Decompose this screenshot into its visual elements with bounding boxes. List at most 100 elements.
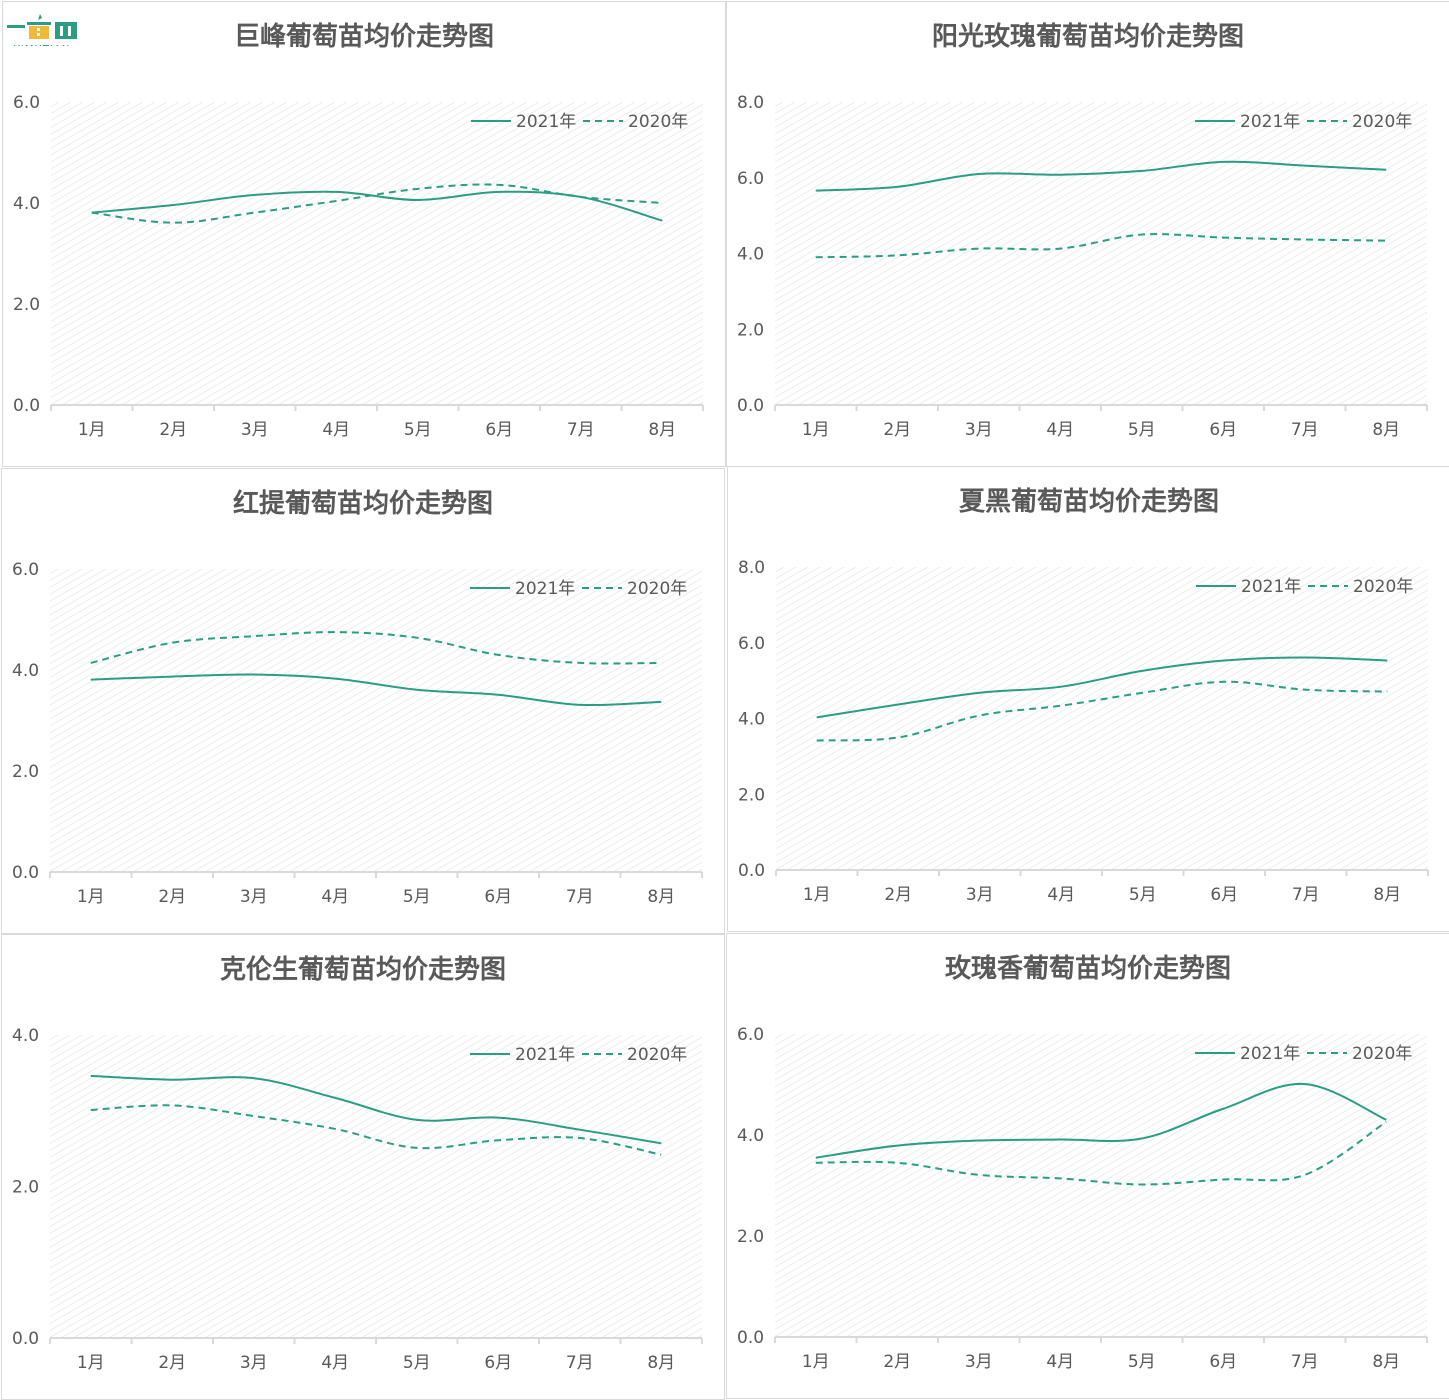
plot-background [776,567,1428,870]
x-tick-label: 7月 [566,887,594,907]
series-line-2021年 [815,1082,1387,1159]
legend-label: 2021年 [515,579,575,599]
y-tick-label: 6.0 [12,560,39,580]
line-chart: 0.0 2.0 4.0 6.0 1月 2月 3月 4月 5月 6月 7月 8月 2021年 2020年 [12,560,703,907]
x-tick-label: 2月 [159,420,187,440]
x-tick-label: 3月 [965,1352,993,1372]
legend-label: 2021年 [1240,112,1300,132]
y-tick-label: 0.0 [13,396,40,416]
x-tick-label: 5月 [1128,420,1156,440]
legend-label: 2021年 [516,112,576,132]
series-line-2021年 [815,160,1387,192]
series-line-2020年 [90,631,662,665]
chart-title: 巨峰葡萄苗均价走势图 [233,22,494,52]
line-chart: 0.0 2.0 4.0 6.0 1月 2月 3月 4月 5月 6月 7月 8月 2021年 2020年 [13,93,704,440]
x-tick-label: 3月 [240,1353,268,1373]
y-tick-label: 0.0 [12,1329,39,1349]
x-tick-label: 2月 [883,1352,911,1372]
x-tick-label: 8月 [647,887,675,907]
plot-background [775,102,1427,405]
chart-title: 克伦生葡萄苗均价走势图 [219,955,506,985]
y-tick-label: 4.0 [737,245,764,265]
legend-label: 2020年 [1352,1044,1412,1064]
x-tick-label: 6月 [1209,1352,1237,1372]
x-tick-label: 1月 [77,887,105,907]
legend-label: 2020年 [1353,577,1413,597]
x-tick-label: 4月 [321,1353,349,1373]
series-line-2020年 [815,233,1387,259]
x-tick-label: 1月 [78,420,106,440]
x-tick-label: 6月 [1209,420,1237,440]
x-tick-label: 5月 [403,887,431,907]
y-tick-label: 2.0 [738,785,765,805]
y-tick-label: 4.0 [738,710,765,730]
x-tick-label: 8月 [1373,885,1401,905]
y-tick-label: 4.0 [737,1126,764,1146]
x-tick-label: 5月 [1129,885,1157,905]
y-tick-label: 2.0 [737,1227,764,1247]
chart-title: 夏黑葡萄苗均价走势图 [958,487,1219,517]
legend-label: 2020年 [628,112,688,132]
line-chart: 0.0 2.0 4.0 1月 2月 3月 4月 5月 6月 7月 8月 2021年 2020年 [12,1026,703,1373]
plot-background [50,1035,702,1338]
x-tick-label: 4月 [1046,420,1074,440]
y-tick-label: 4.0 [12,661,39,681]
legend-label: 2020年 [1352,112,1412,132]
x-tick-label: 2月 [158,1353,186,1373]
x-tick-label: 5月 [1128,1352,1156,1372]
legend-label: 2021年 [515,1045,575,1065]
line-chart: 0.0 2.0 4.0 6.0 1月 2月 3月 4月 5月 6月 7月 8月 2021年 2020年 [737,1025,1428,1372]
x-tick-label: 8月 [1372,420,1400,440]
chart-panel: 0.0 2.0 4.0 1月 2月 3月 4月 5月 6月 7月 8月 2021年 2020年 克伦生葡萄… [1,934,725,1400]
x-tick-label: 1月 [802,420,830,440]
y-tick-label: 8.0 [738,558,765,578]
x-tick-label: 8月 [1372,1352,1400,1372]
x-tick-label: 3月 [966,885,994,905]
series-line-2020年 [91,183,663,224]
x-tick-label: 7月 [567,420,595,440]
chart-title: 红提葡萄苗均价走势图 [232,489,493,519]
x-tick-label: 3月 [965,420,993,440]
plot-background [51,102,703,405]
x-tick-label: 8月 [648,420,676,440]
plot-background [50,569,702,872]
plot-background [775,1034,1427,1337]
y-tick-label: 0.0 [12,863,39,883]
y-tick-label: 2.0 [12,1178,39,1198]
y-tick-label: 6.0 [738,634,765,654]
x-tick-label: 6月 [1210,885,1238,905]
x-tick-label: 5月 [403,1353,431,1373]
chart-panel: 0.0 2.0 4.0 6.0 1月 2月 3月 4月 5月 6月 7月 8月 2021年 2020年 玫瑰… [726,933,1449,1399]
series-line-2021年 [90,1074,662,1145]
y-tick-label: 6.0 [13,93,40,113]
legend-label: 2021年 [1240,1044,1300,1064]
x-tick-label: 3月 [240,887,268,907]
x-tick-label: 2月 [884,885,912,905]
x-tick-label: 4月 [1047,885,1075,905]
chart-title: 玫瑰香葡萄苗均价走势图 [944,954,1231,984]
series-line-2020年 [816,680,1388,742]
y-tick-label: 2.0 [737,320,764,340]
x-tick-label: 4月 [321,887,349,907]
x-tick-label: 7月 [566,1353,594,1373]
x-tick-label: 7月 [1291,1352,1319,1372]
y-tick-label: 6.0 [737,1025,764,1045]
series-line-2020年 [815,1121,1387,1186]
chart-panel: 0.0 2.0 4.0 6.0 1月 2月 3月 4月 5月 6月 7月 8月 2021年 2020年 红提… [1,468,725,934]
y-tick-label: 4.0 [13,194,40,214]
x-tick-label: 1月 [803,885,831,905]
y-tick-label: 8.0 [737,93,764,113]
y-tick-label: 0.0 [737,396,764,416]
x-tick-label: 4月 [1046,1352,1074,1372]
x-tick-label: 2月 [883,420,911,440]
y-tick-label: 6.0 [737,169,764,189]
x-tick-label: 6月 [485,420,513,440]
series-line-2021年 [816,656,1388,719]
x-tick-label: 4月 [322,420,350,440]
x-tick-label: 7月 [1291,420,1319,440]
x-tick-label: 3月 [241,420,269,440]
y-tick-label: 0.0 [738,861,765,881]
y-tick-label: 4.0 [12,1026,39,1046]
series-line-2020年 [90,1104,662,1156]
